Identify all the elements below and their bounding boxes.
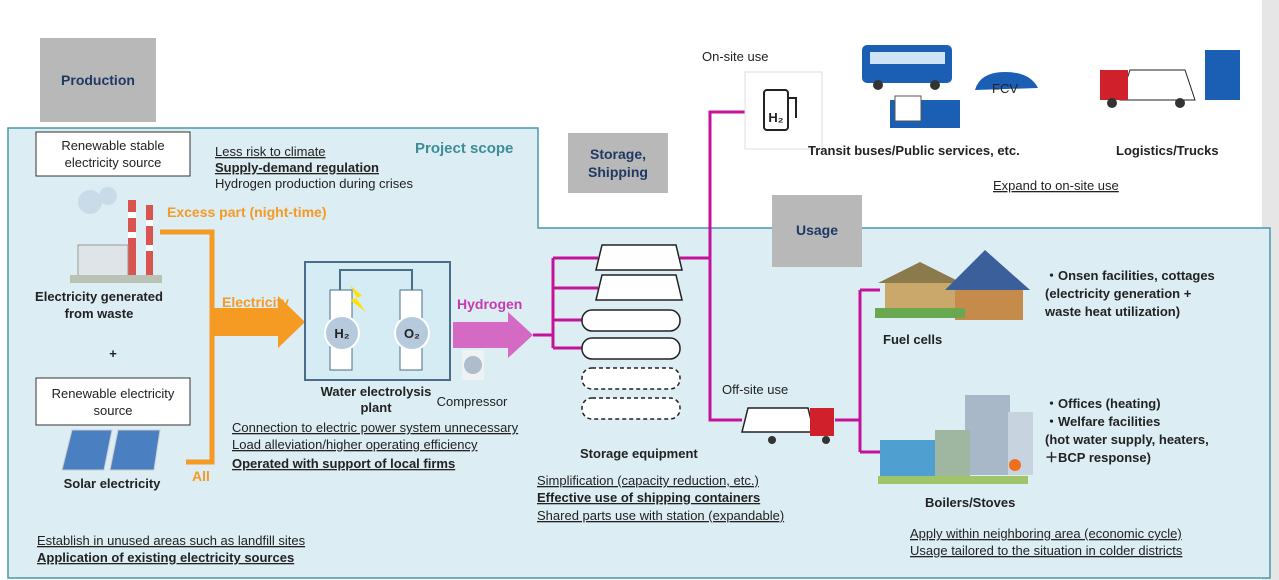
o2-label: O₂ xyxy=(404,326,420,341)
storage-icons-part xyxy=(596,275,682,300)
factory-icon-part xyxy=(146,205,153,275)
buildings-icon-part xyxy=(880,440,935,478)
stable-source-text: electricity source xyxy=(65,155,162,170)
buildings-icon-part xyxy=(935,430,970,478)
transit-label: Transit buses/Public services, etc. xyxy=(808,143,1020,158)
plant-label: plant xyxy=(360,400,392,415)
plus-sign: + xyxy=(109,346,117,361)
waste-label: from waste xyxy=(65,306,134,321)
factory-icon-part xyxy=(128,212,136,218)
compressor-icon-part xyxy=(464,356,482,374)
storage-icons-part xyxy=(582,310,680,331)
buildings-icon-part xyxy=(1009,459,1021,471)
storage-icons-part xyxy=(582,368,680,389)
renewable-source-text: Renewable electricity xyxy=(52,386,175,401)
factory-icon-part xyxy=(146,220,153,226)
electrolysis-icon-part xyxy=(305,262,450,380)
compressor-label: Compressor xyxy=(437,394,508,409)
boilers-use: ・Welfare facilities xyxy=(1045,414,1160,429)
solar-icon-part xyxy=(110,430,160,470)
plant-label: Water electrolysis xyxy=(321,384,432,399)
truck-icon-part xyxy=(742,408,814,432)
logistics-label: Logistics/Trucks xyxy=(1116,143,1219,158)
compressor-icon xyxy=(462,350,484,380)
vehicles-icon-part xyxy=(873,80,883,90)
diagram: Project scope Production Storage, Shippi… xyxy=(0,0,1279,580)
boilers-use: (hot water supply, heaters, xyxy=(1045,432,1209,447)
storage-note: Simplification (capacity reduction, etc.… xyxy=(537,473,759,488)
source-note: Establish in unused areas such as landfi… xyxy=(37,533,306,548)
project-scope-label: Project scope xyxy=(415,140,513,157)
truck-icon-part xyxy=(768,436,776,444)
vehicles-icon-part xyxy=(895,96,921,121)
waste-label: Electricity generated xyxy=(35,289,163,304)
page: { "production": "Production", "project_s… xyxy=(0,0,1279,580)
vehicles-icon xyxy=(862,45,1240,128)
expand-label: Expand to on-site use xyxy=(993,178,1119,193)
cottage-icon-part xyxy=(875,308,965,318)
solar-label: Solar electricity xyxy=(64,476,162,491)
production-label: Production xyxy=(61,72,135,88)
storage-icons-part xyxy=(582,398,680,419)
storage-note: Effective use of shipping containers xyxy=(537,490,760,505)
factory-icon-part xyxy=(99,187,117,205)
plant-note: Connection to electric power system unne… xyxy=(232,420,519,435)
hydrogen-label: Hydrogen xyxy=(457,296,522,312)
truck-icon-part xyxy=(822,436,830,444)
electricity-label: Electricity xyxy=(222,294,289,310)
all-label: All xyxy=(192,468,210,484)
h2-label: H₂ xyxy=(334,326,349,341)
source-note: Application of existing electricity sour… xyxy=(37,550,294,565)
vehicles-icon-part xyxy=(1120,70,1195,100)
excess-label: Excess part (night-time) xyxy=(167,204,326,220)
benefit: Hydrogen production during crises xyxy=(215,176,413,191)
factory-icon-part xyxy=(78,190,102,214)
usage-note: Usage tailored to the situation in colde… xyxy=(910,543,1183,558)
storage-label: Storage, xyxy=(590,146,646,162)
offsite-label: Off-site use xyxy=(722,382,788,397)
cottage-icon-part xyxy=(885,283,955,308)
vehicles-icon-part xyxy=(1175,98,1185,108)
plant-note: Load alleviation/higher operating effici… xyxy=(232,437,478,452)
storage-note: Shared parts use with station (expandabl… xyxy=(537,508,784,523)
vehicles-icon-part xyxy=(1100,70,1128,100)
fcv-label: FCV xyxy=(992,81,1018,96)
fuel-cells-use: waste heat utilization) xyxy=(1044,304,1180,319)
vehicles-icon-part xyxy=(870,52,945,64)
vehicles-icon-part xyxy=(1205,50,1240,100)
station-h2: H₂ xyxy=(768,110,783,125)
boilers-use: ・Offices (heating) xyxy=(1045,396,1161,411)
truck-icon-part xyxy=(810,408,834,436)
storage-icons-part xyxy=(596,245,682,270)
buildings-icon-part xyxy=(878,476,1028,484)
storage-equipment-label: Storage equipment xyxy=(580,446,698,461)
storage-box xyxy=(568,133,668,193)
onsite-label: On-site use xyxy=(702,49,768,64)
benefit: Less risk to climate xyxy=(215,144,326,159)
factory-icon-part xyxy=(146,245,153,251)
vehicles-icon-part xyxy=(1107,98,1117,108)
fuel-cells-use: ・Onsen facilities, cottages xyxy=(1045,268,1215,283)
fuel-cells-use: (electricity generation + xyxy=(1045,286,1192,301)
electrolysis-icon xyxy=(305,262,450,380)
factory-icon-part xyxy=(70,275,162,283)
renewable-source-text: source xyxy=(93,403,132,418)
buildings-icon-part xyxy=(965,395,1010,475)
benefit: Supply-demand regulation xyxy=(215,160,379,175)
storage-icons-part xyxy=(582,338,680,359)
vehicles-icon-part xyxy=(930,80,940,90)
factory-icon-part xyxy=(128,232,136,238)
factory-icon-part xyxy=(78,245,128,277)
usage-note: Apply within neighboring area (economic … xyxy=(910,526,1182,541)
plant-note: Operated with support of local firms xyxy=(232,456,455,471)
stable-source-text: Renewable stable xyxy=(61,138,164,153)
storage-label: Shipping xyxy=(588,164,648,180)
boilers-use: ＋BCP response) xyxy=(1045,450,1151,465)
fuel-cells-label: Fuel cells xyxy=(883,332,942,347)
boilers-label: Boilers/Stoves xyxy=(925,495,1015,510)
usage-label: Usage xyxy=(796,222,838,238)
cottage-icon-part xyxy=(955,290,1023,320)
